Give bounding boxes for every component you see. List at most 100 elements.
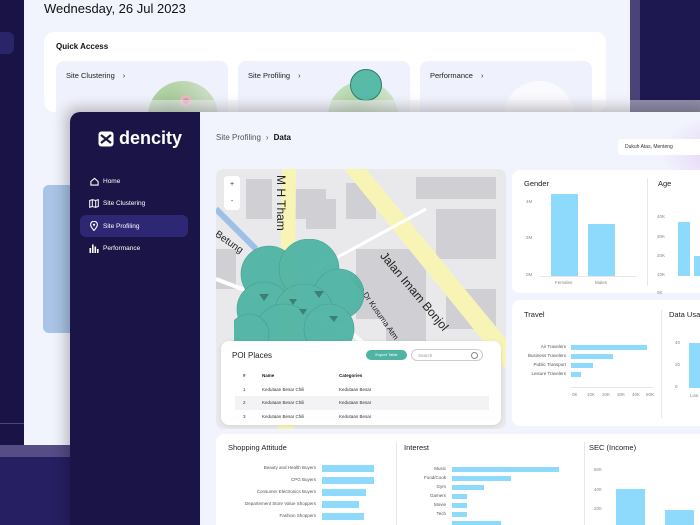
bar-business-travelers[interactable] [571,354,613,359]
gender-age-card: Gender 4M 2M 0M Females Males Age 40K 30… [512,170,700,295]
bar-food-cook[interactable] [452,476,511,481]
quick-access-title: Quick Access [56,42,109,51]
background-window-frame [0,457,70,525]
location-pin-icon [350,69,382,101]
y-tick: 0 [675,384,678,389]
bar-movie[interactable] [452,503,467,508]
poi-search-input[interactable]: Search [411,349,483,361]
sidebar-item-home[interactable]: Home [80,170,188,192]
export-table-button[interactable]: Export Table [366,350,407,360]
x-tick: 20K [602,392,611,397]
site-profiling-window: dencity Home Site Clustering Site Profil… [70,112,700,525]
bar-tech[interactable] [452,512,467,517]
y-label: Business Travelers [527,353,566,358]
divider [647,178,648,286]
bar-cpg[interactable] [322,477,374,484]
divider [396,442,397,525]
bar-females[interactable] [551,194,578,276]
sidebar-item-performance[interactable]: Performance [80,238,188,260]
y-tick: 40 [675,340,681,345]
sidebar-item-site-clustering[interactable]: Site Clustering [80,193,188,215]
location-pin-icon [89,221,99,231]
bottom-charts-card: Shopping Attitude Beauty and Health Buye… [216,434,700,525]
bar-consumer-electronics[interactable] [322,489,366,496]
dencity-logo-icon [98,131,114,146]
background-sidebar [0,0,24,445]
bar-beauty-health[interactable] [322,465,374,472]
x-tick: 10K [587,392,596,397]
y-label: Public Transport [533,362,566,367]
divider [584,442,585,525]
row-name: Kedutaan Besar Chili [262,400,305,406]
row-index: 2 [243,400,246,406]
y-label: Tech [436,511,446,516]
table-row[interactable]: 3 Kedutaan Besar Chili Kedutaan Besar [235,410,489,424]
poi-table: # Name Categories 1 Kedutaan Besar Chili… [235,369,489,423]
y-tick: 2M [526,235,533,240]
chart-title: Data Usage [669,310,700,319]
bar-sec-a[interactable] [616,489,645,525]
bar-department-store[interactable] [322,501,359,508]
bar-age-25-34[interactable] [694,256,700,276]
column-header[interactable]: Name [262,373,275,379]
bar-age-18-24[interactable] [678,222,690,276]
map-icon [89,199,99,209]
bar-air-travelers[interactable] [571,345,647,350]
breadcrumb-current: Data [273,133,291,142]
y-tick: 30K [657,234,666,239]
bar-leisure-travelers[interactable] [571,372,581,377]
bar-gym[interactable] [452,485,484,490]
y-tick: 600 [594,467,602,472]
bar-gamers[interactable] [452,494,467,499]
table-row[interactable]: 1 Kedutaan Besar Chili Kedutaan Besar [235,383,489,397]
road-label: M H Tham [274,175,288,231]
x-tick: 0K [572,392,578,397]
row-index: 1 [243,386,246,392]
poi-title: POI Places [232,351,273,360]
bar-chart-icon [89,244,99,254]
breadcrumb: Site Profiling › Data [216,133,291,142]
y-label: Food/Cook [423,475,446,480]
chevron-right-icon: › [480,71,484,80]
sidebar-item-site-profiling[interactable]: Site Profiling [80,215,188,237]
main-content: Site Profiling › Data Dukuh Atas, Menten… [200,112,700,525]
tile-label: Site Clustering [66,71,115,80]
chart-title: Age [658,179,672,188]
location-selector[interactable]: Dukuh Atas, Menteng [618,139,700,155]
bar-more[interactable] [452,521,501,525]
background-window-frame [0,445,80,457]
bar-sec-b[interactable] [665,510,694,525]
bar-fashion[interactable] [322,513,364,520]
bar-data-usage-low[interactable] [689,343,700,388]
table-row[interactable]: 2 Kedutaan Besar Chili Kedutaan Besar [235,396,489,410]
divider [661,310,662,418]
y-tick: 40K [657,214,666,219]
breadcrumb-parent[interactable]: Site Profiling [216,133,261,142]
sidebar-item-label: Home [103,177,121,185]
bar-music[interactable] [452,467,559,472]
zoom-out-button[interactable]: - [230,198,234,205]
bar-males[interactable] [588,224,615,276]
search-icon [471,351,478,359]
bar-public-transport[interactable] [571,363,593,368]
zoom-in-button[interactable]: + [229,181,235,188]
x-tick: 40K [632,392,641,397]
poi-places-panel: POI Places Export Table Search # Name Ca… [221,341,501,425]
column-header[interactable]: Categories [339,373,363,379]
divider [0,423,24,424]
y-label: Departement Store Value Shoppers [245,501,316,506]
x-tick: Females [555,280,573,285]
map-zoom-control: + - [224,176,240,210]
logo[interactable]: dencity [98,128,182,149]
y-label: Consumer Electronics Buyers [256,489,316,494]
x-tick: Low [690,393,699,398]
row-index: 3 [243,413,246,419]
row-category: Kedutaan Besar [339,386,372,392]
column-header[interactable]: # [243,373,246,379]
y-tick: 20 [675,362,681,367]
map-view[interactable]: M H Tham Jalan Imam Bonjol Betung Jalan … [216,169,506,429]
y-label: Beauty and Health Buyers [263,465,316,470]
chevron-right-icon: › [298,71,301,80]
y-tick: 200 [594,506,602,511]
background-window-edge [630,0,700,100]
